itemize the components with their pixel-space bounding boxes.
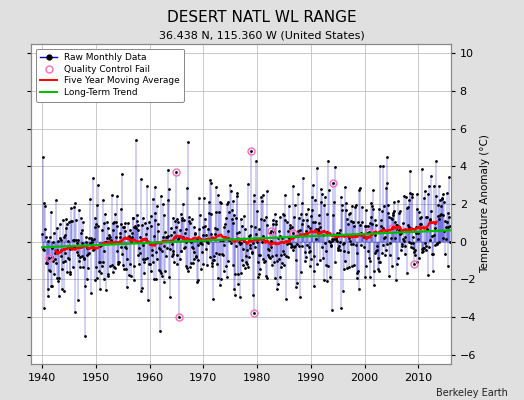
Text: Berkeley Earth: Berkeley Earth [436,388,508,398]
Legend: Raw Monthly Data, Quality Control Fail, Five Year Moving Average, Long-Term Tren: Raw Monthly Data, Quality Control Fail, … [36,48,184,102]
Y-axis label: Temperature Anomaly (°C): Temperature Anomaly (°C) [481,134,490,274]
Text: DESERT NATL WL RANGE: DESERT NATL WL RANGE [167,10,357,25]
Text: 36.438 N, 115.360 W (United States): 36.438 N, 115.360 W (United States) [159,30,365,40]
